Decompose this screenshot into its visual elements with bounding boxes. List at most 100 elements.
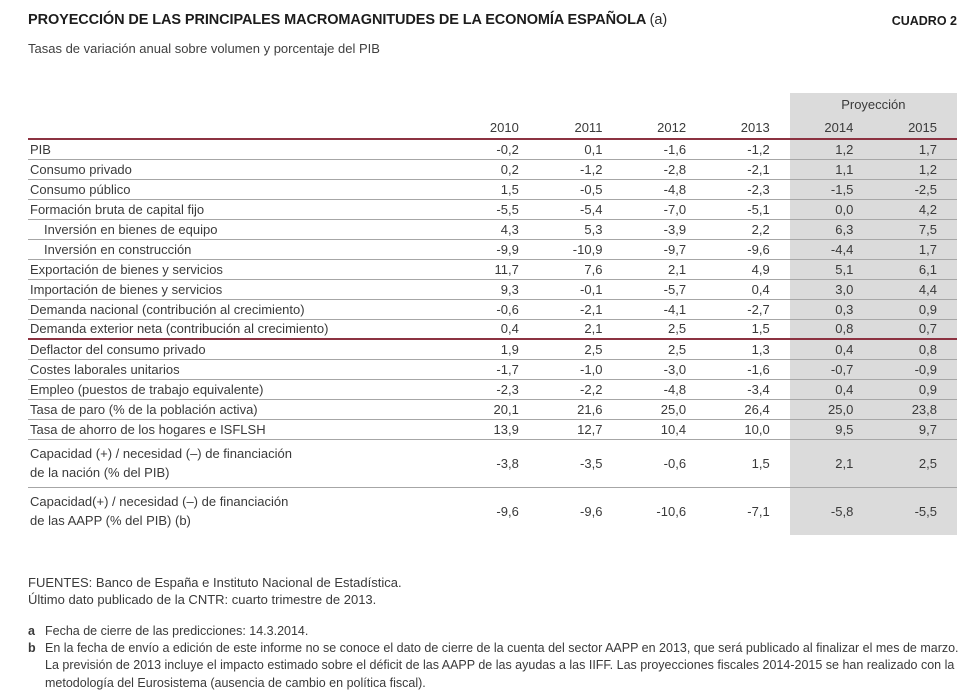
value-cell: 2,5 [622, 339, 707, 360]
value-cell: 9,5 [789, 419, 874, 440]
value-cell: 4,9 [706, 259, 790, 280]
value-cell: -4,1 [622, 299, 707, 320]
title-note-ref: (a) [649, 12, 668, 28]
row-label: Tasa de paro (% de la población activa) [28, 399, 456, 420]
page-title-text: PROYECCIÓN DE LAS PRINCIPALES MACROMAGNI… [28, 12, 646, 28]
year-header: 2012 [622, 116, 707, 140]
row-label: Exportación de bienes y servicios [28, 259, 456, 280]
value-cell: 0,4 [706, 279, 790, 300]
value-cell: -4,8 [622, 379, 707, 400]
value-cell: 7,5 [873, 219, 957, 240]
table-row: Importación de bienes y servicios 9,3 -0,1… [28, 279, 957, 300]
value-cell: -1,6 [706, 359, 790, 380]
row-label: Inversión en bienes de equipo [28, 219, 456, 240]
value-cell: 23,8 [873, 399, 957, 420]
value-cell: -9,7 [622, 239, 707, 260]
value-cell: 1,1 [789, 159, 874, 180]
value-cell: 1,7 [873, 139, 957, 160]
value-cell: 2,2 [706, 219, 790, 240]
header: PROYECCIÓN DE LAS PRINCIPALES MACROMAGNI… [28, 12, 957, 28]
table-row: Inversión en bienes de equipo 4,3 5,3 -3,9 2… [28, 219, 957, 240]
table-row: Empleo (puestos de trabajo equivalente) -… [28, 379, 957, 400]
value-cell: -5,7 [622, 279, 707, 300]
macro-table-wrap: Proyección 2010 2011 2012 2013 2014 2015 PIB -0… [28, 93, 957, 535]
value-cell: 12,7 [538, 419, 623, 440]
footnote-text: Fecha de cierre de las predicciones: 14.… [45, 623, 309, 638]
value-cell: 1,5 [455, 179, 539, 200]
value-cell: 1,9 [455, 339, 539, 360]
value-cell: 1,5 [706, 319, 790, 340]
page-title: PROYECCIÓN DE LAS PRINCIPALES MACROMAGNI… [28, 12, 667, 28]
value-cell: 7,6 [538, 259, 623, 280]
footnote: a Fecha de cierre de las predicciones: 14… [28, 623, 967, 640]
row-label: Importación de bienes y servicios [28, 279, 456, 300]
row-label: Capacidad (+) / necesidad (–) de financi… [28, 439, 456, 488]
table-row: Exportación de bienes y servicios 11,7 7,6… [28, 259, 957, 280]
value-cell: 2,1 [538, 319, 623, 340]
value-cell: 25,0 [789, 399, 874, 420]
value-cell: -9,6 [580, 503, 603, 519]
value-cell: 1,2 [873, 159, 957, 180]
value-cell: 25,0 [622, 399, 707, 420]
value-cell: 0,4 [455, 319, 539, 340]
table-row: Costes laborales unitarios -1,7 -1,0 -3,0 -1… [28, 359, 957, 380]
value-cell: -0,2 [455, 139, 539, 160]
value-cell: -7,1 [747, 503, 770, 519]
value-cell: -9,6 [706, 239, 790, 260]
last-data-line: Último dato publicado de la CNTR: cuarto… [28, 591, 377, 607]
year-header: 2014 [789, 116, 874, 140]
row-label: Inversión en construcción [28, 239, 456, 260]
value-cell: 0,0 [789, 199, 874, 220]
value-cell: 2,5 [873, 439, 957, 488]
value-cell: 0,1 [538, 139, 623, 160]
value-cell: -2,1 [706, 159, 790, 180]
year-header: 2011 [538, 116, 623, 140]
value-cell: 4,4 [873, 279, 957, 300]
table-row: Capacidad (+) / necesidad (–) de financi… [28, 439, 957, 488]
value-cell: 5,3 [538, 219, 623, 240]
row-label: Capacidad(+) / necesidad (–) de financia… [30, 493, 289, 529]
value-cell: 20,1 [455, 399, 539, 420]
value-cell: -2,3 [706, 179, 790, 200]
value-cell: -9,6 [496, 503, 519, 519]
value-cell: -2,2 [538, 379, 623, 400]
sources-block: FUENTES: Banco de España e Instituto Nac… [28, 574, 957, 608]
value-cell: -1,2 [538, 159, 623, 180]
value-cell: 5,1 [789, 259, 874, 280]
value-cell: -0,9 [873, 359, 957, 380]
row-label: Deflactor del consumo privado [28, 339, 456, 360]
value-cell: -0,6 [622, 439, 707, 488]
footnote-text: En la fecha de envío a edición de este i… [45, 641, 959, 690]
value-cell: -0,5 [538, 179, 623, 200]
value-cell: 2,5 [622, 319, 707, 340]
table-row: Consumo público 1,5 -0,5 -4,8 -2,3 -1,5 -2,5 [28, 179, 957, 200]
value-cell: 21,6 [538, 399, 623, 420]
value-cell: -5,5 [873, 487, 957, 535]
value-cell: -1,5 [789, 179, 874, 200]
value-cell: -3,4 [706, 379, 790, 400]
value-cell: 6,1 [873, 259, 957, 280]
year-header: 2010 [455, 116, 539, 140]
value-cell: 4,2 [873, 199, 957, 220]
value-cell: -1,6 [622, 139, 707, 160]
value-cell: -5,8 [789, 487, 874, 535]
value-cell: -3,9 [622, 219, 707, 240]
table-row: PIB -0,2 0,1 -1,6 -1,2 1,2 1,7 [28, 139, 957, 160]
value-cell: -1,0 [538, 359, 623, 380]
sources-line: FUENTES: Banco de España e Instituto Nac… [28, 574, 402, 590]
table-row: Formación bruta de capital fijo -5,5 -5,4-… [28, 199, 957, 220]
footnote-marker: b [28, 641, 36, 656]
value-cell: -2,8 [622, 159, 707, 180]
value-cell: 0,2 [455, 159, 539, 180]
value-cell: -7,0 [622, 199, 707, 220]
value-cell: -2,7 [706, 299, 790, 320]
value-cell: -0,1 [538, 279, 623, 300]
value-cell: 10,0 [706, 419, 790, 440]
projection-header-row: Proyección [28, 93, 957, 116]
value-cell: 0,4 [789, 379, 874, 400]
value-cell: -3,0 [622, 359, 707, 380]
value-cell: -5,1 [706, 199, 790, 220]
row-label: Demanda nacional (contribución al crecim… [28, 299, 456, 320]
value-cell: 4,3 [455, 219, 539, 240]
